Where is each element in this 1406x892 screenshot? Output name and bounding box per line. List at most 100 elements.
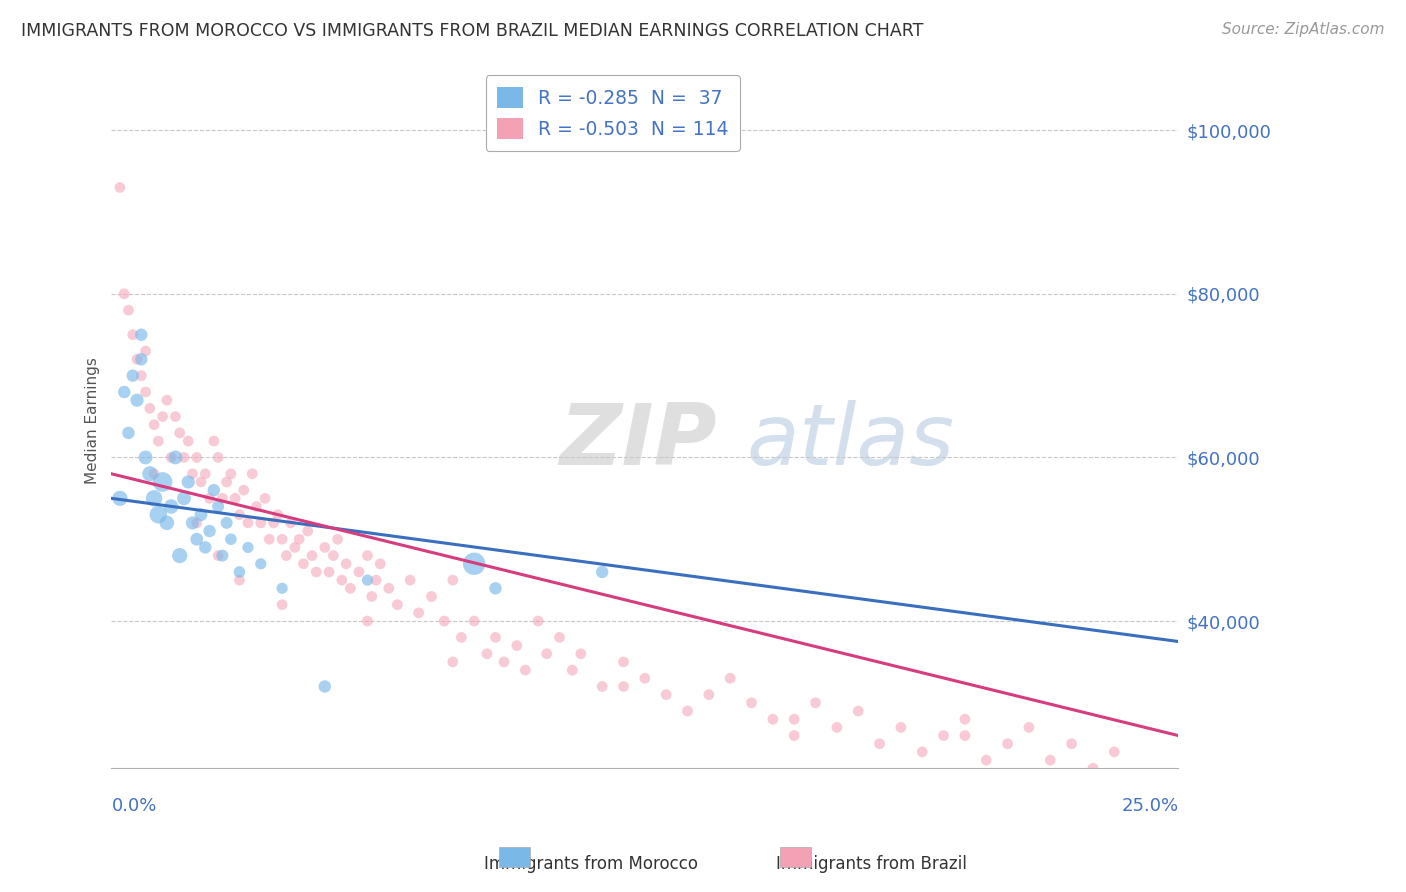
- Point: [194, 541, 217, 555]
- Point: [569, 647, 592, 661]
- Point: [165, 450, 187, 465]
- Point: [953, 712, 976, 726]
- Point: [408, 606, 430, 620]
- Point: [339, 582, 361, 596]
- Point: [152, 409, 174, 424]
- Point: [117, 303, 139, 318]
- Text: atlas: atlas: [747, 400, 955, 483]
- Point: [441, 573, 464, 587]
- Point: [322, 549, 344, 563]
- Text: Source: ZipAtlas.com: Source: ZipAtlas.com: [1222, 22, 1385, 37]
- Point: [232, 483, 254, 498]
- Point: [364, 573, 387, 587]
- Point: [271, 533, 294, 547]
- Point: [143, 417, 166, 432]
- Point: [194, 467, 217, 481]
- Point: [129, 352, 152, 367]
- Point: [783, 729, 806, 743]
- Point: [335, 557, 357, 571]
- Point: [318, 565, 340, 579]
- Point: [463, 557, 485, 571]
- Point: [198, 491, 221, 506]
- Point: [515, 663, 537, 677]
- Point: [198, 524, 221, 538]
- Text: Immigrants from Morocco: Immigrants from Morocco: [484, 855, 697, 872]
- Point: [441, 655, 464, 669]
- Point: [228, 565, 250, 579]
- Point: [215, 516, 238, 530]
- Point: [433, 614, 456, 628]
- Point: [190, 475, 212, 489]
- Point: [267, 508, 290, 522]
- Point: [156, 516, 179, 530]
- Point: [368, 557, 391, 571]
- Point: [655, 688, 678, 702]
- Point: [591, 565, 613, 579]
- Point: [181, 516, 204, 530]
- Point: [825, 720, 848, 734]
- Point: [697, 688, 720, 702]
- Point: [202, 483, 225, 498]
- Point: [207, 549, 229, 563]
- Point: [360, 590, 382, 604]
- Point: [186, 450, 208, 465]
- Text: Immigrants from Brazil: Immigrants from Brazil: [776, 855, 967, 872]
- Point: [240, 467, 263, 481]
- Point: [536, 647, 558, 661]
- Point: [356, 549, 378, 563]
- Point: [387, 598, 409, 612]
- Point: [301, 549, 323, 563]
- Point: [254, 491, 277, 506]
- Point: [314, 680, 336, 694]
- Point: [548, 631, 571, 645]
- Point: [228, 508, 250, 522]
- Point: [108, 491, 131, 506]
- Point: [236, 541, 259, 555]
- Point: [974, 753, 997, 767]
- Point: [219, 467, 242, 481]
- Point: [125, 393, 148, 408]
- Point: [953, 729, 976, 743]
- Point: [139, 467, 162, 481]
- Point: [284, 541, 307, 555]
- Point: [271, 582, 294, 596]
- Point: [527, 614, 550, 628]
- Point: [676, 704, 699, 718]
- Point: [591, 680, 613, 694]
- Point: [297, 524, 319, 538]
- Point: [135, 450, 157, 465]
- Point: [219, 533, 242, 547]
- Point: [177, 434, 200, 448]
- Point: [135, 384, 157, 399]
- Point: [718, 671, 741, 685]
- Point: [211, 491, 233, 506]
- Point: [1039, 753, 1062, 767]
- Point: [292, 557, 315, 571]
- Point: [108, 180, 131, 194]
- Point: [186, 516, 208, 530]
- Text: 25.0%: 25.0%: [1121, 797, 1178, 815]
- Point: [160, 450, 183, 465]
- Point: [143, 467, 166, 481]
- Point: [612, 680, 634, 694]
- Point: [1081, 761, 1104, 775]
- Point: [224, 491, 246, 506]
- Point: [561, 663, 583, 677]
- Text: ZIP: ZIP: [560, 400, 717, 483]
- Point: [173, 491, 195, 506]
- Point: [783, 712, 806, 726]
- Point: [288, 533, 311, 547]
- Text: IMMIGRANTS FROM MOROCCO VS IMMIGRANTS FROM BRAZIL MEDIAN EARNINGS CORRELATION CH: IMMIGRANTS FROM MOROCCO VS IMMIGRANTS FR…: [21, 22, 924, 40]
- Point: [236, 516, 259, 530]
- Point: [190, 508, 212, 522]
- Point: [160, 500, 183, 514]
- Point: [186, 533, 208, 547]
- Point: [271, 598, 294, 612]
- Point: [634, 671, 657, 685]
- Point: [117, 425, 139, 440]
- Point: [869, 737, 891, 751]
- Point: [152, 475, 174, 489]
- Y-axis label: Median Earnings: Median Earnings: [86, 357, 100, 484]
- Point: [207, 500, 229, 514]
- Point: [259, 533, 281, 547]
